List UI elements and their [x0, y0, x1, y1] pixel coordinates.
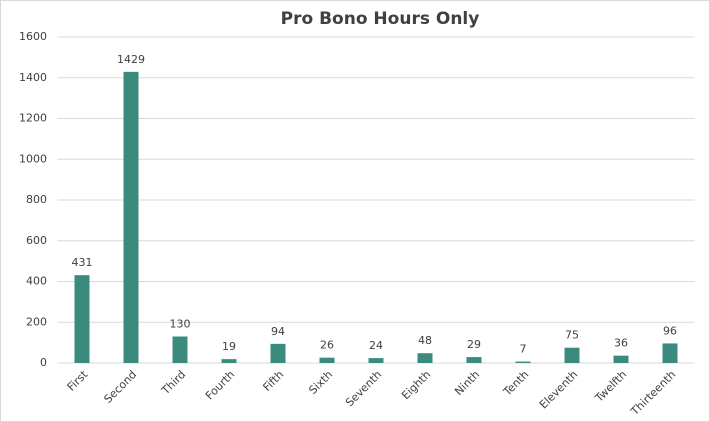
data-label: 431	[72, 256, 93, 269]
bar	[417, 353, 433, 363]
bar	[564, 347, 580, 363]
y-tick-label: 600	[26, 234, 47, 247]
data-label: 96	[663, 324, 677, 337]
data-label: 130	[170, 318, 191, 331]
y-tick-label: 400	[26, 275, 47, 288]
data-label: 19	[222, 340, 236, 353]
bar	[466, 357, 482, 363]
bar	[368, 358, 384, 363]
data-label: 24	[369, 339, 383, 352]
y-tick-label: 1000	[19, 152, 47, 165]
bar	[74, 275, 90, 363]
y-tick-label: 1600	[19, 30, 47, 43]
data-label: 36	[614, 337, 628, 350]
bar	[221, 359, 237, 363]
data-label: 26	[320, 339, 334, 352]
y-tick-label: 1200	[19, 112, 47, 125]
chart-title: Pro Bono Hours Only	[281, 9, 480, 29]
bar	[662, 343, 678, 363]
y-tick-label: 200	[26, 315, 47, 328]
y-tick-label: 0	[40, 356, 47, 369]
data-label: 7	[520, 343, 527, 356]
y-tick-label: 800	[26, 193, 47, 206]
data-label: 94	[271, 325, 285, 338]
bar	[319, 357, 335, 363]
bar	[270, 343, 286, 363]
data-label: 75	[565, 329, 579, 342]
bar	[172, 336, 188, 363]
bar	[123, 71, 139, 363]
data-label: 48	[418, 334, 432, 347]
bar	[613, 355, 629, 363]
data-label: 1429	[117, 53, 145, 66]
bar	[515, 361, 531, 363]
y-tick-label: 1400	[19, 71, 47, 84]
data-label: 29	[467, 338, 481, 351]
